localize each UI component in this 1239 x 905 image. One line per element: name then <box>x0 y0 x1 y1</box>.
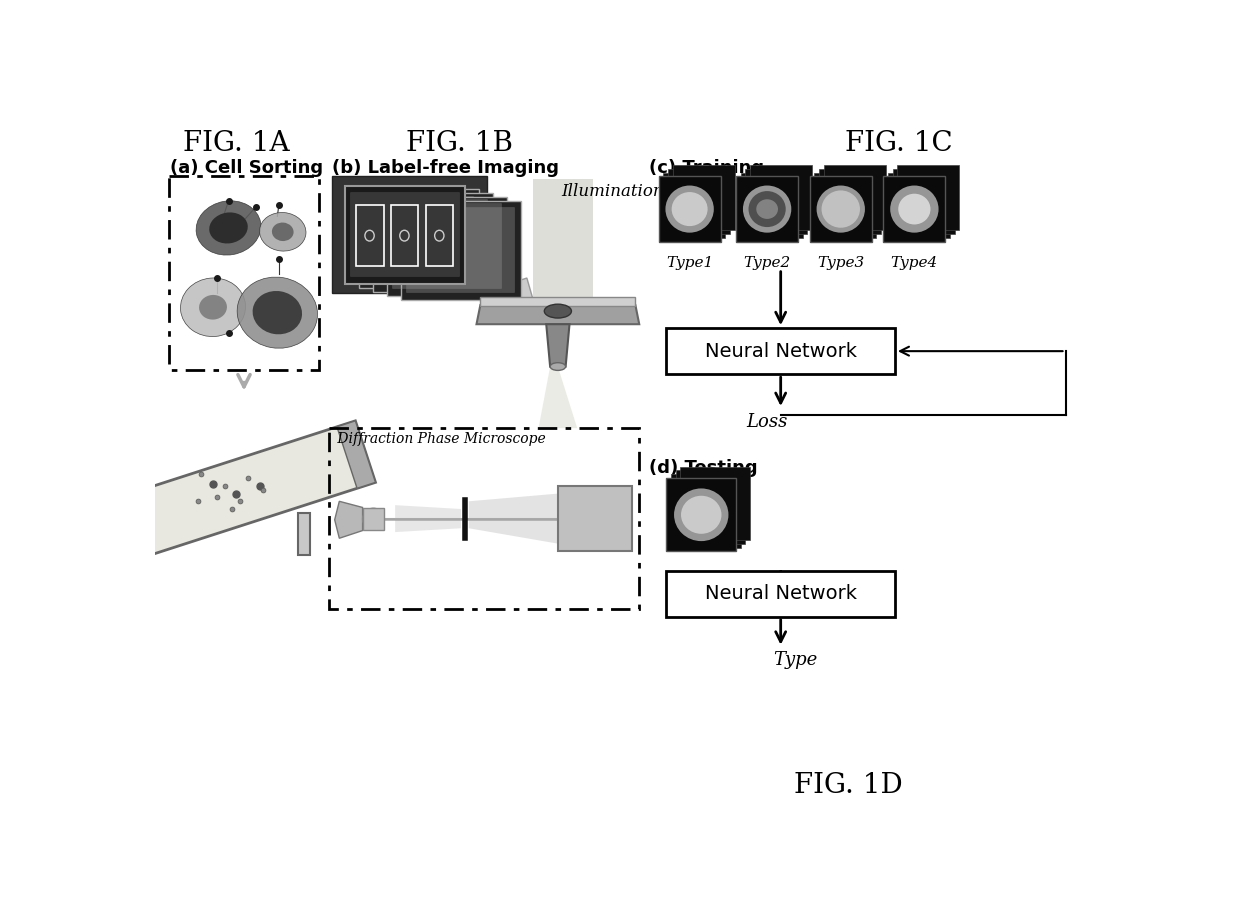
Ellipse shape <box>259 213 306 251</box>
Text: Type3: Type3 <box>818 256 865 270</box>
Polygon shape <box>335 501 363 538</box>
Ellipse shape <box>550 363 566 370</box>
Ellipse shape <box>181 278 245 337</box>
Polygon shape <box>675 471 746 544</box>
Bar <box>667 328 895 375</box>
Ellipse shape <box>898 194 930 224</box>
Polygon shape <box>810 176 872 242</box>
Polygon shape <box>533 179 592 297</box>
Polygon shape <box>824 165 886 230</box>
Ellipse shape <box>363 509 384 529</box>
Polygon shape <box>344 186 465 284</box>
Polygon shape <box>468 493 558 544</box>
Polygon shape <box>672 474 741 548</box>
Ellipse shape <box>237 277 317 348</box>
Polygon shape <box>363 509 384 529</box>
Polygon shape <box>299 513 310 555</box>
Ellipse shape <box>665 186 714 233</box>
Polygon shape <box>337 421 375 489</box>
Polygon shape <box>750 165 812 230</box>
Ellipse shape <box>271 223 294 241</box>
Text: Type2: Type2 <box>743 256 790 270</box>
Ellipse shape <box>748 191 786 227</box>
Polygon shape <box>888 173 950 238</box>
Polygon shape <box>883 176 945 242</box>
Ellipse shape <box>743 186 792 233</box>
Polygon shape <box>332 176 487 293</box>
Polygon shape <box>897 165 959 230</box>
Polygon shape <box>364 195 472 281</box>
Polygon shape <box>406 207 514 291</box>
Text: Neural Network: Neural Network <box>705 585 856 604</box>
Text: Type1: Type1 <box>667 256 714 270</box>
Polygon shape <box>546 324 570 367</box>
Ellipse shape <box>674 489 729 541</box>
Ellipse shape <box>209 213 248 243</box>
Polygon shape <box>492 278 534 315</box>
Polygon shape <box>667 478 736 551</box>
Polygon shape <box>477 305 639 324</box>
Text: (a) Cell Sorting: (a) Cell Sorting <box>171 158 323 176</box>
Polygon shape <box>539 367 577 428</box>
Text: FIG. 1C: FIG. 1C <box>845 130 953 157</box>
Polygon shape <box>387 197 507 296</box>
Text: FIG. 1B: FIG. 1B <box>406 130 513 157</box>
Polygon shape <box>680 467 750 539</box>
Text: (c) Training: (c) Training <box>649 158 764 176</box>
Ellipse shape <box>681 496 721 534</box>
Polygon shape <box>558 486 632 551</box>
Ellipse shape <box>199 295 227 319</box>
Text: Neural Network: Neural Network <box>705 342 856 361</box>
Polygon shape <box>892 168 955 234</box>
Polygon shape <box>400 201 520 300</box>
Ellipse shape <box>196 201 261 255</box>
Polygon shape <box>741 173 803 238</box>
Polygon shape <box>378 199 487 284</box>
Text: Loss: Loss <box>746 413 787 431</box>
Ellipse shape <box>544 304 571 318</box>
Polygon shape <box>395 505 461 532</box>
Text: Type4: Type4 <box>891 256 938 270</box>
Polygon shape <box>659 176 721 242</box>
Polygon shape <box>663 173 725 238</box>
Text: (b) Label-free Imaging: (b) Label-free Imaging <box>332 158 559 176</box>
Polygon shape <box>392 204 501 288</box>
Polygon shape <box>746 168 808 234</box>
Polygon shape <box>819 168 881 234</box>
Polygon shape <box>668 168 730 234</box>
Text: FIG. 1D: FIG. 1D <box>794 772 903 799</box>
Text: (d) Testing: (d) Testing <box>649 459 758 477</box>
Text: FIG. 1A: FIG. 1A <box>183 130 290 157</box>
Polygon shape <box>481 297 636 306</box>
Polygon shape <box>373 194 493 291</box>
Ellipse shape <box>817 186 865 233</box>
Bar <box>667 570 895 617</box>
Polygon shape <box>814 173 876 238</box>
Text: Diffraction Phase Microscope: Diffraction Phase Microscope <box>333 432 546 446</box>
Text: Illumination: Illumination <box>561 184 664 200</box>
Polygon shape <box>359 189 478 288</box>
Polygon shape <box>736 176 798 242</box>
Ellipse shape <box>672 192 707 226</box>
Polygon shape <box>673 165 735 230</box>
Ellipse shape <box>253 291 302 334</box>
Polygon shape <box>351 192 460 276</box>
Ellipse shape <box>756 199 778 219</box>
Text: Type: Type <box>773 652 818 670</box>
Polygon shape <box>105 421 375 563</box>
Ellipse shape <box>821 190 860 228</box>
Ellipse shape <box>890 186 939 233</box>
